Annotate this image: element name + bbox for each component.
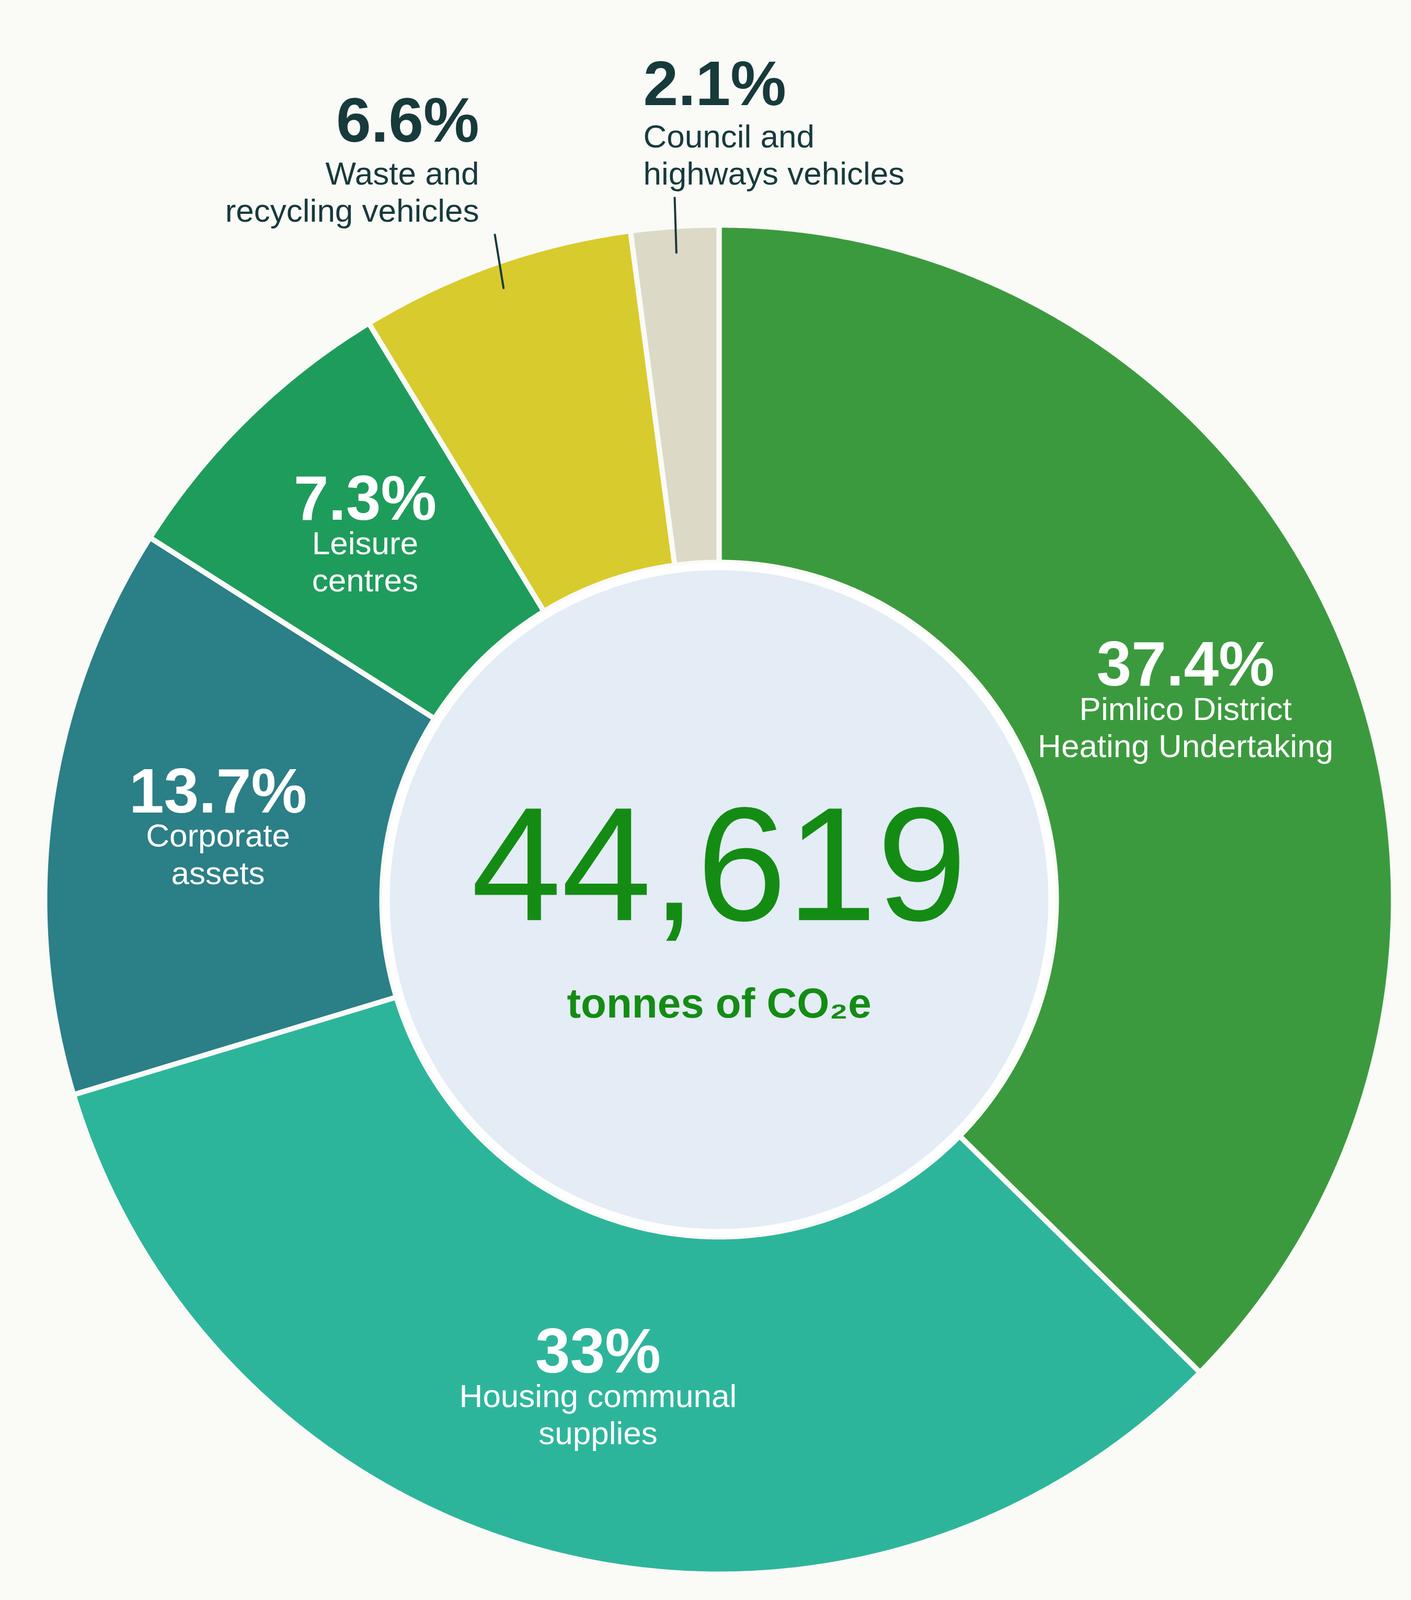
svg-text:Pimlico DistrictHeating Undert: Pimlico DistrictHeating Undertaking [1037,690,1334,764]
svg-text:tonnes of CO₂e: tonnes of CO₂e [566,979,871,1027]
svg-text:6.6%: 6.6% [336,84,480,155]
svg-text:Leisurecentres: Leisurecentres [312,524,419,599]
svg-text:44,619: 44,619 [471,773,967,955]
svg-text:Waste andrecycling vehicles: Waste andrecycling vehicles [225,155,480,229]
svg-text:7.3%: 7.3% [293,462,438,533]
svg-text:2.1%: 2.1% [643,48,787,119]
svg-text:Housing communalsupplies: Housing communalsupplies [459,1377,738,1451]
svg-text:Council andhighways vehicles: Council andhighways vehicles [643,118,905,192]
svg-text:33%: 33% [535,1315,661,1386]
svg-text:Corporateassets: Corporateassets [145,817,291,891]
svg-text:13.7%: 13.7% [129,755,307,826]
svg-text:37.4%: 37.4% [1096,628,1275,699]
